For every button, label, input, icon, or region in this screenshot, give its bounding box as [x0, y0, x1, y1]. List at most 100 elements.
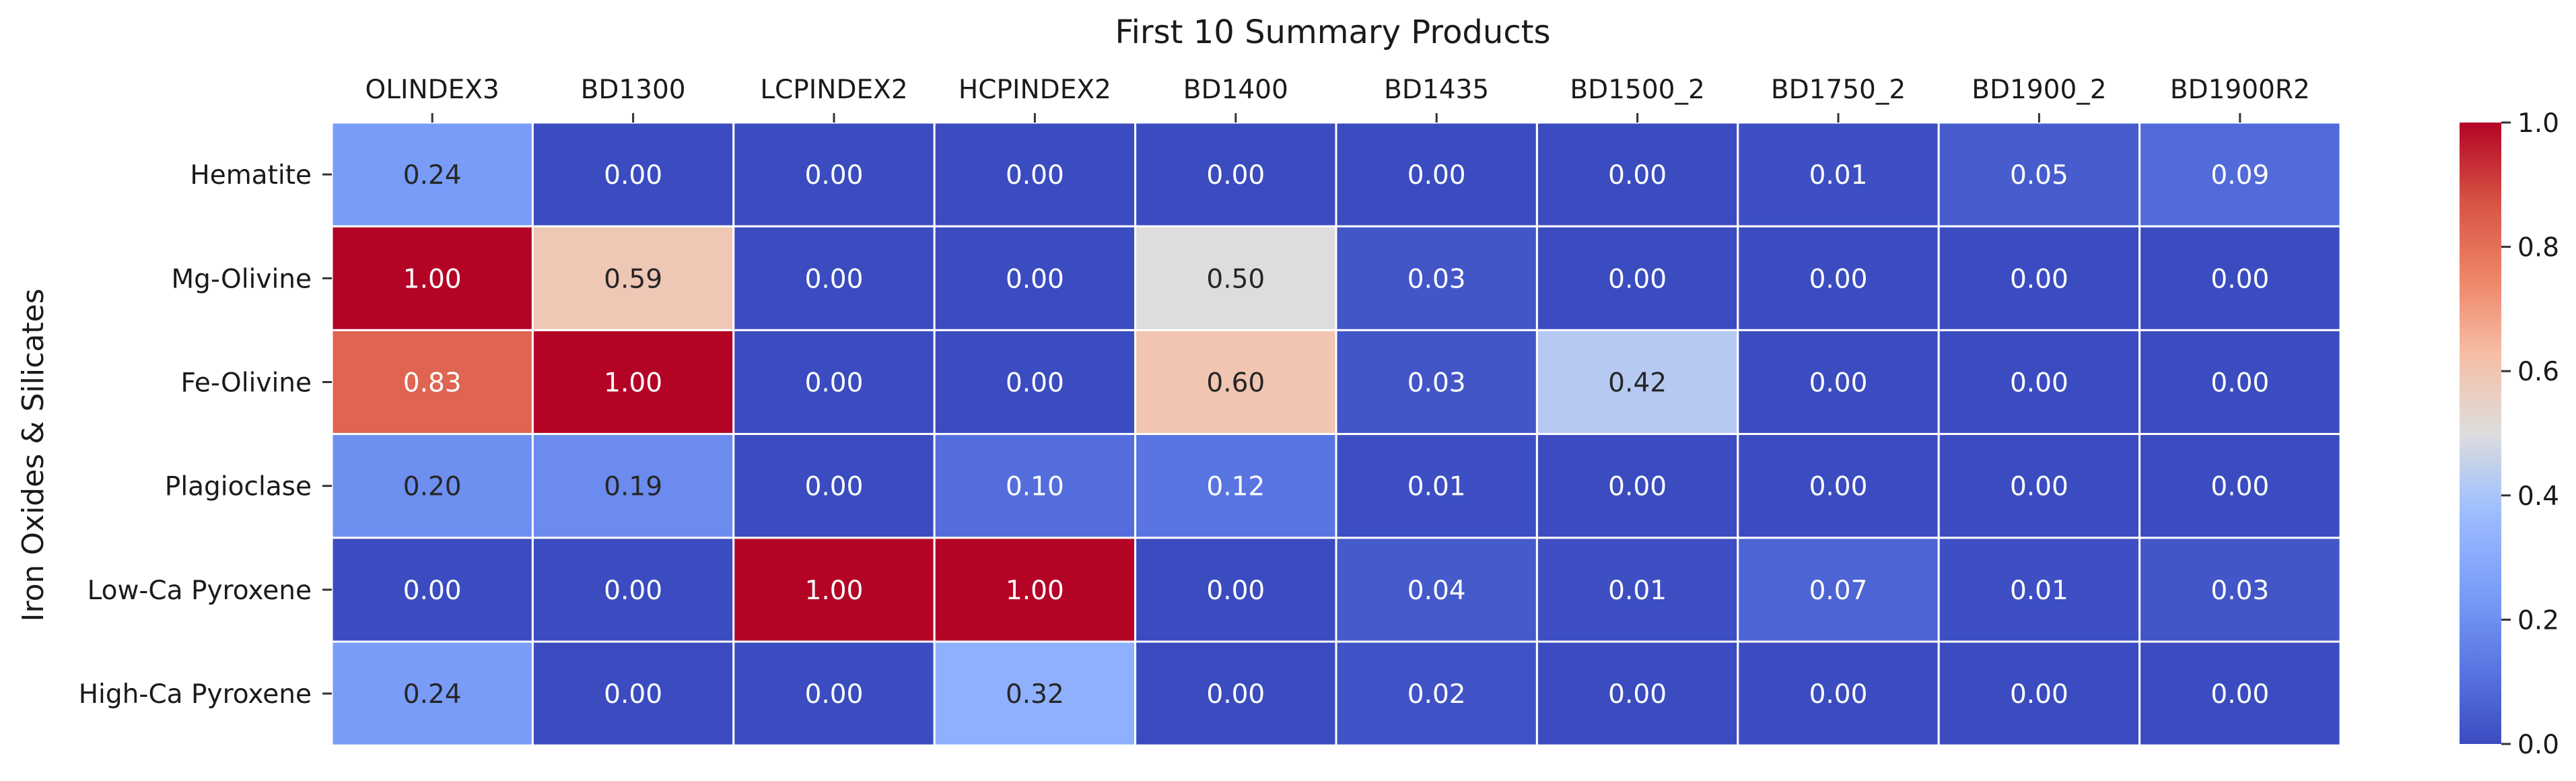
colorbar-tick-label: 0.6 — [2517, 357, 2559, 387]
cell-value-label: 0.00 — [805, 472, 864, 502]
cell-value-label: 1.00 — [403, 264, 462, 294]
heatmap-cell — [2138, 225, 2342, 331]
cell-value-label: 0.00 — [1608, 160, 1667, 191]
cell-value-label: 0.60 — [1206, 368, 1265, 399]
cell-value-label: 0.07 — [1809, 576, 1868, 606]
cell-value-label: 0.00 — [2010, 368, 2068, 399]
heatmap-cell — [1535, 225, 1739, 331]
heatmap-cell — [330, 640, 534, 747]
cell-value-label: 0.00 — [2010, 472, 2068, 502]
heatmap-cell — [330, 433, 534, 539]
cell-value-label: 0.00 — [604, 576, 662, 606]
heatmap-cell — [1737, 225, 1940, 331]
heatmap-cell — [1535, 329, 1739, 436]
cell-value-label: 0.00 — [1608, 472, 1667, 502]
cell-value-label: 0.00 — [2211, 472, 2269, 502]
cell-value-label: 0.04 — [1407, 576, 1466, 606]
cell-value-label: 0.12 — [1206, 472, 1265, 502]
y-tick-label: Low-Ca Pyroxene — [88, 576, 312, 606]
cell-value-label: 1.00 — [805, 576, 864, 606]
cell-value-label: 0.20 — [403, 472, 462, 502]
x-tick-label: BD1900R2 — [2170, 75, 2310, 105]
heatmap-cell — [933, 225, 1137, 331]
cell-value-label: 0.24 — [403, 679, 462, 710]
heatmap-cell — [1335, 121, 1538, 228]
cell-value-label: 0.00 — [2211, 679, 2269, 710]
y-tick-label: Fe-Olivine — [181, 368, 312, 399]
cell-value-label: 0.10 — [1006, 472, 1064, 502]
x-tick-label: LCPINDEX2 — [760, 75, 907, 105]
x-tick-label: OLINDEX3 — [365, 75, 499, 105]
cell-value-label: 0.01 — [1608, 576, 1667, 606]
colorbar-tick-label: 1.0 — [2517, 108, 2559, 139]
cell-value-label: 0.00 — [1407, 160, 1466, 191]
heatmap-cell — [1737, 640, 1940, 747]
cell-value-label: 0.00 — [1608, 679, 1667, 710]
cell-value-label: 0.00 — [1206, 679, 1265, 710]
chart-title: First 10 Summary Products — [1115, 13, 1550, 51]
heatmap-cell — [2138, 640, 2342, 747]
cell-value-label: 0.00 — [604, 160, 662, 191]
y-tick-label: Mg-Olivine — [171, 264, 312, 294]
cell-value-label: 0.01 — [1407, 472, 1466, 502]
cell-value-label: 0.59 — [604, 264, 662, 294]
heatmap-cell — [1134, 537, 1337, 643]
heatmap-cell — [1937, 537, 2141, 643]
cell-value-label: 0.00 — [1006, 160, 1064, 191]
heatmap-cell — [330, 121, 534, 228]
x-tick-label: BD1500_2 — [1570, 75, 1704, 105]
cell-value-label: 1.00 — [604, 368, 662, 399]
heatmap-cell — [1937, 640, 2141, 747]
cell-value-label: 0.05 — [2010, 160, 2068, 191]
heatmap-cell — [732, 640, 936, 747]
heatmap-cell — [2138, 329, 2342, 436]
heatmap-cell — [2138, 537, 2342, 643]
cell-value-label: 0.00 — [805, 679, 864, 710]
heatmap-cell — [933, 121, 1137, 228]
cell-value-label: 0.00 — [805, 264, 864, 294]
cell-value-label: 0.00 — [1006, 264, 1064, 294]
x-tick-label: BD1900_2 — [1972, 75, 2106, 105]
cell-value-label: 0.03 — [1407, 368, 1466, 399]
heatmap-cell — [531, 537, 735, 643]
heatmap-cell — [1134, 640, 1337, 747]
x-tick-label: BD1435 — [1384, 75, 1489, 105]
cell-value-label: 0.02 — [1407, 679, 1466, 710]
colorbar-tick-label: 0.2 — [2517, 605, 2559, 636]
cell-value-label: 0.00 — [1809, 679, 1868, 710]
heatmap-cell — [732, 537, 936, 643]
cell-value-label: 0.09 — [2211, 160, 2269, 191]
cell-value-label: 0.50 — [1206, 264, 1265, 294]
cell-value-label: 0.00 — [403, 576, 462, 606]
heatmap-cell — [1937, 225, 2141, 331]
heatmap-cell — [531, 225, 735, 331]
heatmap-cell — [1535, 537, 1739, 643]
colorbar: 0.0 0.2 0.4 0.6 0.8 1.0 — [2460, 108, 2559, 760]
cell-value-label: 0.01 — [1809, 160, 1868, 191]
cell-value-label: 0.00 — [604, 679, 662, 710]
cell-value-label: 0.00 — [1809, 264, 1868, 294]
heatmap-cell — [1535, 640, 1739, 747]
cell-value-label: 0.00 — [1206, 160, 1265, 191]
cell-value-label: 0.00 — [1206, 576, 1265, 606]
cell-value-label: 0.00 — [2211, 264, 2269, 294]
y-tick-label: Plagioclase — [165, 472, 312, 502]
heatmap-cell — [1335, 433, 1538, 539]
heatmap-cell — [1937, 329, 2141, 436]
colorbar-tick-label: 0.8 — [2517, 233, 2559, 263]
cell-value-label: 0.19 — [604, 472, 662, 502]
y-tick-label: High-Ca Pyroxene — [79, 679, 312, 710]
x-tick-label: BD1400 — [1183, 75, 1288, 105]
colorbar-tick-label: 0.0 — [2517, 730, 2559, 760]
heatmap-cell — [2138, 433, 2342, 539]
cell-value-label: 0.03 — [2211, 576, 2269, 606]
heatmap-cell — [1535, 433, 1739, 539]
cell-value-label: 0.42 — [1608, 368, 1667, 399]
cell-value-label: 0.00 — [1809, 368, 1868, 399]
heatmap-cells: 0.24 0.00 0.00 0.00 0.00 0.00 0.00 0.01 0.05 0.09… — [330, 121, 2342, 747]
heatmap-cell — [1937, 433, 2141, 539]
colorbar-gradient — [2460, 123, 2501, 744]
cell-value-label: 1.00 — [1006, 576, 1064, 606]
y-axis-label: Iron Oxides & Silicates — [16, 289, 50, 622]
cell-value-label: 0.00 — [805, 368, 864, 399]
